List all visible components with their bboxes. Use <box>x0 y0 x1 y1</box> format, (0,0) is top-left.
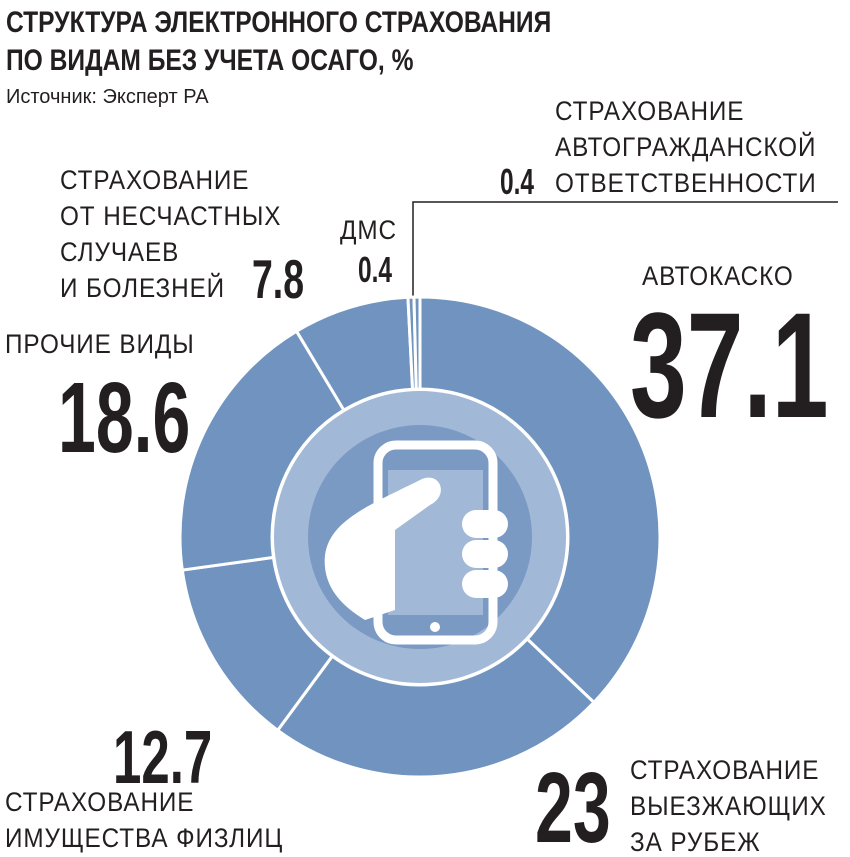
category-label: ПРОЧИЕ ВИДЫ <box>5 329 195 359</box>
category-label: ДМС <box>340 215 397 245</box>
finger <box>462 540 508 568</box>
category-label: СТРАХОВАНИЕ ИМУЩЕСТВА ФИЗЛИЦ <box>5 787 284 853</box>
value-label: 37.1 <box>630 281 829 449</box>
donut-segment <box>418 295 662 705</box>
leader-line <box>412 201 838 305</box>
value-label: 12.7 <box>113 715 213 799</box>
value-label: 23 <box>535 752 611 857</box>
chart-title: СТРУКТУРА ЭЛЕКТРОННОГО СТРАХОВАНИЯ ПО ВИ… <box>6 6 552 77</box>
donut-segment <box>275 636 597 779</box>
value-label: 18.6 <box>58 362 191 474</box>
value-label: 7.8 <box>252 248 304 310</box>
hand <box>324 477 441 620</box>
category-label: СТРАХОВАНИЕ ОТ НЕСЧАСТНЫХ СЛУЧАЕВ И БОЛЕ… <box>60 165 282 303</box>
finger <box>462 510 508 538</box>
value-label: 0.4 <box>358 249 393 290</box>
donut-segment <box>412 295 422 391</box>
category-label: СТРАХОВАНИЕ АВТОГРАЖДАНСКОЙ ОТВЕТСТВЕННО… <box>555 96 817 198</box>
phone-button <box>430 622 440 632</box>
source: Источник: Эксперт РА <box>6 86 209 108</box>
category-label: СТРАХОВАНИЕ ВЫЕЗЖАЮЩИХ ЗА РУБЕЖ <box>630 755 827 857</box>
finger <box>462 570 508 598</box>
value-label: 0.4 <box>500 161 535 202</box>
category-label: АВТОКАСКО <box>642 261 794 291</box>
